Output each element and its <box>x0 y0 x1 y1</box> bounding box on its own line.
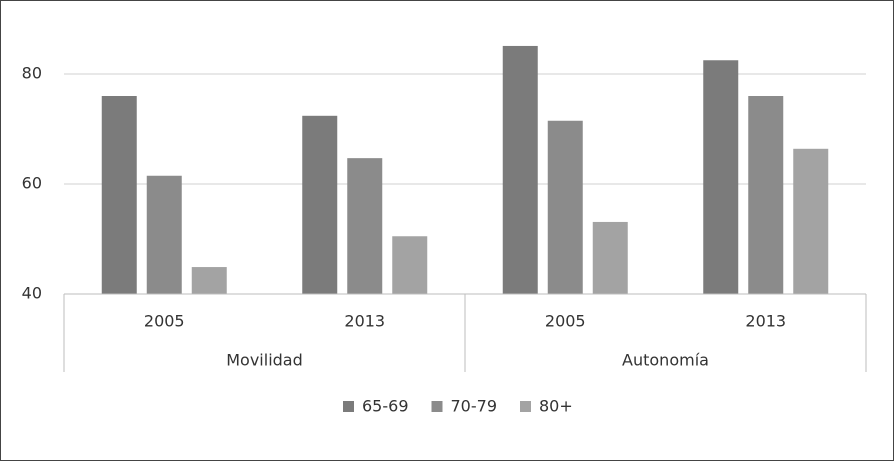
group-label: Autonomía <box>622 351 709 370</box>
x-tick-label: 2005 <box>545 312 586 331</box>
legend-swatch <box>431 401 443 412</box>
bar <box>502 45 538 295</box>
bar <box>703 60 739 294</box>
y-tick-label: 60 <box>22 174 42 193</box>
legend-swatch <box>343 401 354 412</box>
legend-label: 65-69 <box>362 397 409 416</box>
bar <box>191 267 227 294</box>
bar <box>547 120 583 294</box>
legend-swatch <box>520 401 531 412</box>
legend-label: 70-79 <box>451 397 498 416</box>
y-tick-label: 40 <box>22 284 42 303</box>
bar <box>793 148 829 294</box>
bar <box>146 175 182 294</box>
bar <box>592 221 628 294</box>
bar <box>748 96 784 294</box>
x-tick-label: 2013 <box>745 312 786 331</box>
y-tick-label: 80 <box>22 64 42 83</box>
bar <box>302 115 338 294</box>
bar <box>392 236 428 294</box>
legend-label: 80+ <box>539 397 573 416</box>
group-label: Movilidad <box>226 351 303 370</box>
x-tick-label: 2013 <box>344 312 385 331</box>
x-tick-label: 2005 <box>144 312 185 331</box>
bar <box>347 158 383 294</box>
bar <box>101 96 137 294</box>
